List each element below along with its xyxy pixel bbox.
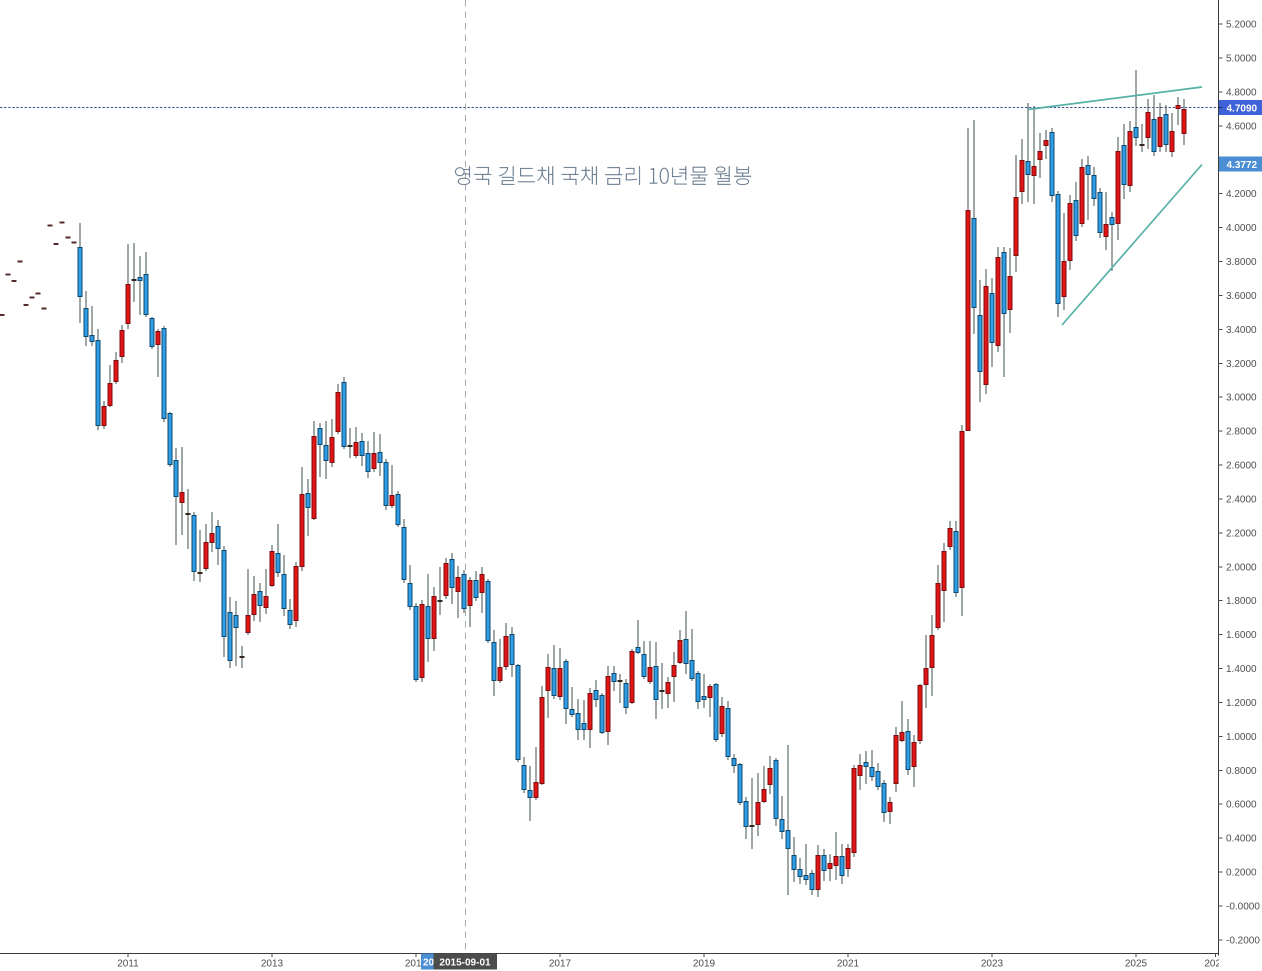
svg-text:4.3772: 4.3772 bbox=[1227, 160, 1258, 171]
svg-text:2019: 2019 bbox=[693, 959, 716, 970]
svg-text:4.2000: 4.2000 bbox=[1226, 189, 1257, 200]
svg-text:1.8000: 1.8000 bbox=[1226, 596, 1257, 607]
svg-text:0.2000: 0.2000 bbox=[1226, 868, 1257, 879]
svg-text:2.8000: 2.8000 bbox=[1226, 427, 1257, 438]
svg-text:2021: 2021 bbox=[837, 959, 860, 970]
svg-text:0.6000: 0.6000 bbox=[1226, 800, 1257, 811]
svg-text:4.7090: 4.7090 bbox=[1227, 104, 1258, 115]
svg-text:1.4000: 1.4000 bbox=[1226, 664, 1257, 675]
svg-text:3.4000: 3.4000 bbox=[1226, 325, 1257, 336]
svg-text:1.0000: 1.0000 bbox=[1226, 732, 1257, 743]
svg-text:3.2000: 3.2000 bbox=[1226, 359, 1257, 370]
svg-text:2.6000: 2.6000 bbox=[1226, 461, 1257, 472]
svg-text:4.0000: 4.0000 bbox=[1226, 223, 1257, 234]
svg-text:2025: 2025 bbox=[1125, 959, 1148, 970]
svg-text:2.0000: 2.0000 bbox=[1226, 562, 1257, 573]
svg-text:-0.0000: -0.0000 bbox=[1226, 902, 1260, 913]
svg-text:2.4000: 2.4000 bbox=[1226, 494, 1257, 505]
svg-text:2015: 2015 bbox=[405, 959, 428, 970]
svg-text:-0.2000: -0.2000 bbox=[1226, 935, 1260, 946]
svg-text:3.8000: 3.8000 bbox=[1226, 257, 1257, 268]
svg-text:5.2000: 5.2000 bbox=[1226, 20, 1257, 31]
svg-text:4.8000: 4.8000 bbox=[1226, 87, 1257, 98]
svg-text:1.6000: 1.6000 bbox=[1226, 630, 1257, 641]
svg-text:2026: 2026 bbox=[1204, 959, 1227, 970]
svg-text:2013: 2013 bbox=[261, 959, 284, 970]
svg-text:5.0000: 5.0000 bbox=[1226, 54, 1257, 65]
svg-text:2.2000: 2.2000 bbox=[1226, 528, 1257, 539]
svg-text:0.4000: 0.4000 bbox=[1226, 834, 1257, 845]
svg-text:0.8000: 0.8000 bbox=[1226, 766, 1257, 777]
svg-text:2023: 2023 bbox=[981, 959, 1004, 970]
svg-text:3.0000: 3.0000 bbox=[1226, 393, 1257, 404]
svg-text:2017: 2017 bbox=[549, 959, 572, 970]
svg-text:20: 20 bbox=[423, 958, 435, 969]
svg-text:2011: 2011 bbox=[117, 959, 139, 970]
svg-text:1.2000: 1.2000 bbox=[1226, 698, 1257, 709]
svg-text:2015-09-01: 2015-09-01 bbox=[439, 958, 491, 969]
svg-text:4.6000: 4.6000 bbox=[1226, 121, 1257, 132]
svg-text:3.6000: 3.6000 bbox=[1226, 291, 1257, 302]
